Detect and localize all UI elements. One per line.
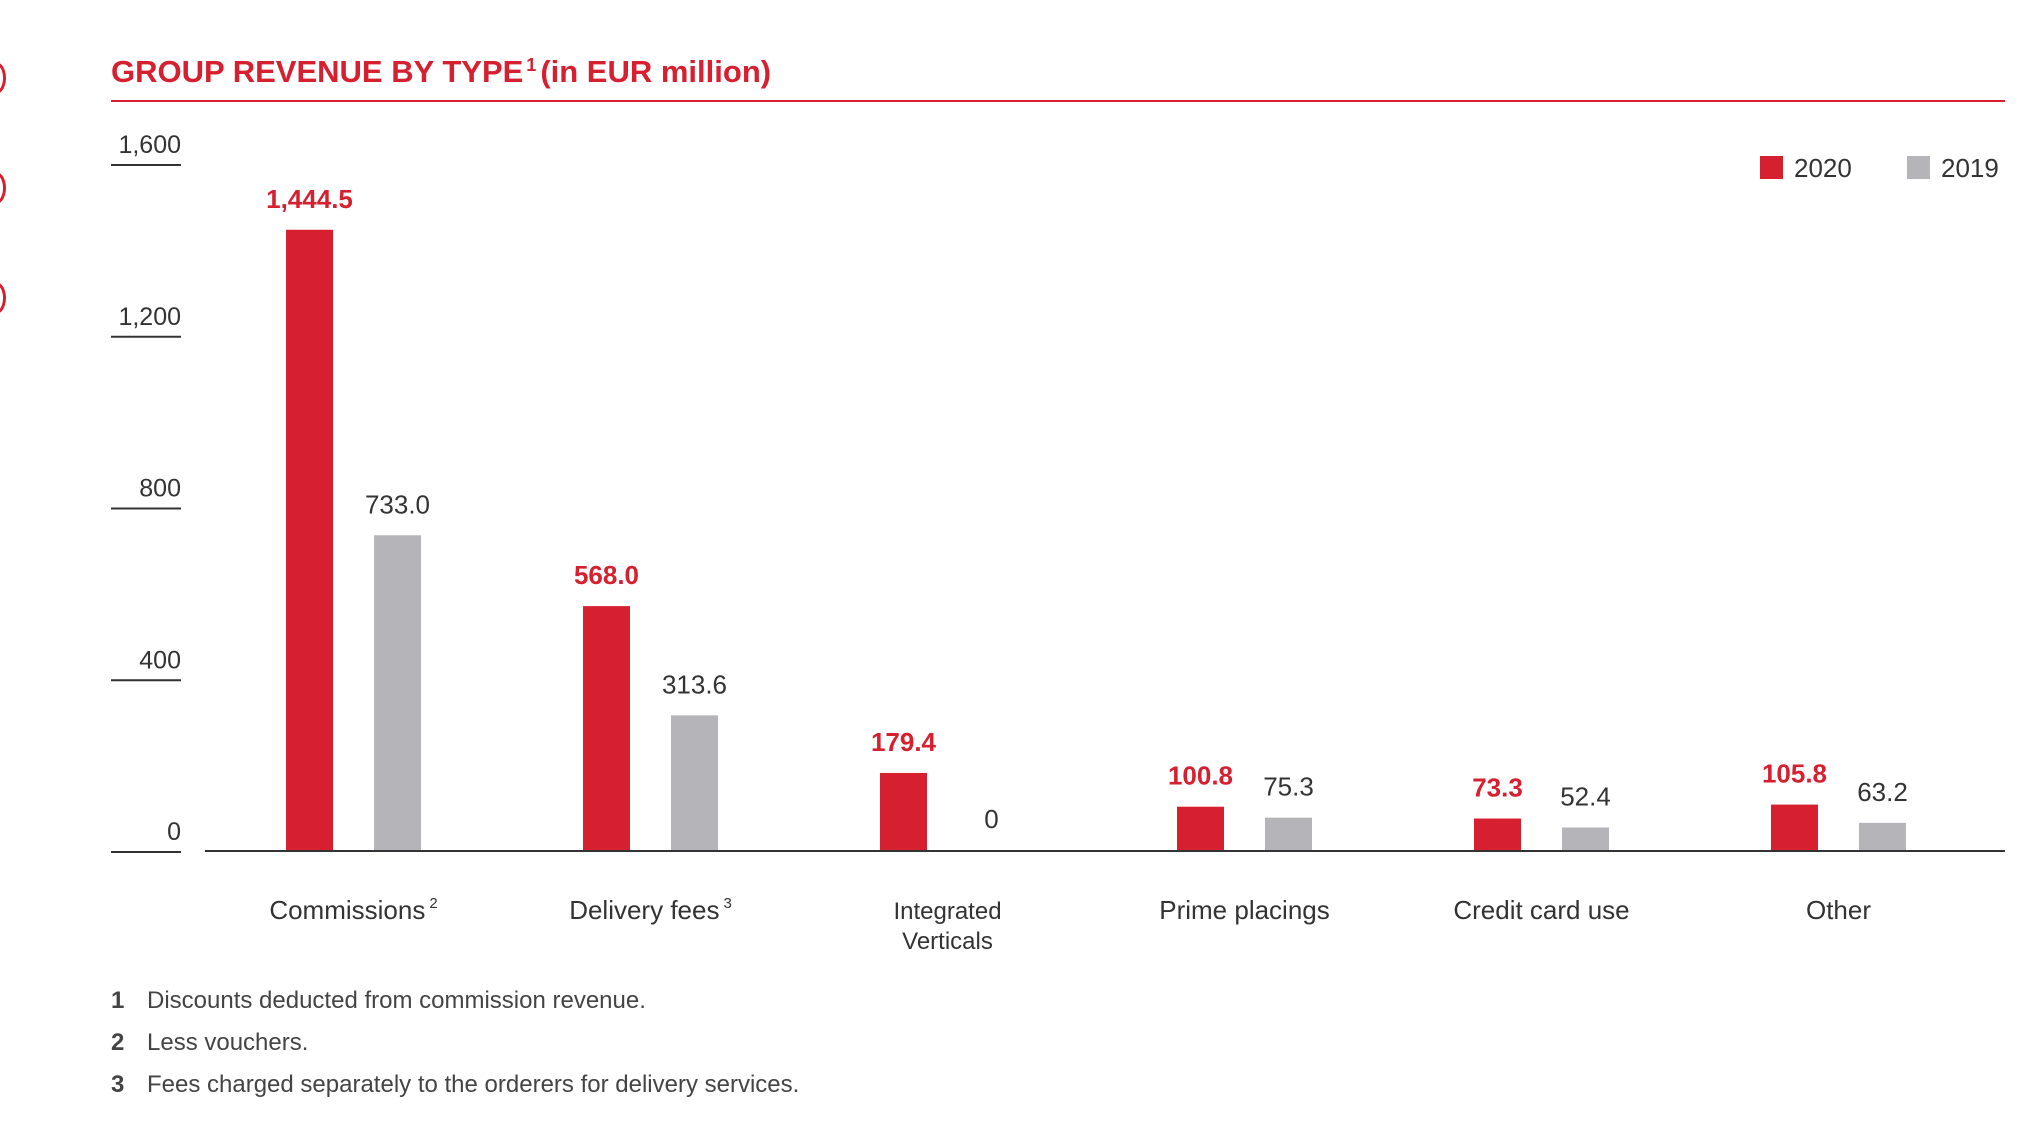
chart-title: GROUP REVENUE BY TYPE 1 (in EUR million) — [111, 54, 771, 90]
bar-2019 — [1562, 827, 1609, 850]
bar-2019 — [1859, 822, 1906, 850]
x-category-label: Other — [1806, 895, 1871, 925]
data-label-2020: 100.8 — [1168, 761, 1233, 791]
bar-chart: 0 400 800 1,200 1,600 1,444.5 733.0 Commissions… — [111, 131, 2005, 955]
x-category-label: Commissions 2 — [269, 895, 437, 925]
data-label-2019: 313.6 — [662, 669, 727, 699]
legend-swatch-2019 — [1907, 156, 1930, 179]
data-label-2019: 63.2 — [1857, 777, 1908, 807]
legend-swatch-2020 — [1760, 156, 1783, 179]
x-category-label: Prime placings — [1159, 895, 1330, 925]
data-label-2020: 105.8 — [1762, 759, 1827, 789]
bar-2020 — [880, 772, 927, 850]
bar-2019 — [374, 535, 421, 850]
bar-2019 — [1265, 817, 1312, 850]
footnote-2: 2 Less vouchers. — [111, 1026, 799, 1068]
chart-title-unit: (in EUR million) — [540, 54, 772, 89]
chart-title-main: GROUP REVENUE BY TYPE — [111, 54, 524, 89]
y-tick-label: 400 — [139, 646, 181, 674]
bar-2020 — [1771, 804, 1818, 850]
bar-2020 — [1474, 818, 1521, 850]
footnote-1: 1 Discounts deducted from commission reve… — [111, 984, 799, 1026]
footnote-number: 2 — [111, 1029, 125, 1056]
data-label-2019: 52.4 — [1560, 782, 1611, 812]
footnote-text: Less vouchers. — [147, 1029, 309, 1056]
x-category-label: Verticals — [902, 928, 993, 955]
data-label-2019: 733.0 — [365, 489, 430, 519]
data-label-2020: 73.3 — [1472, 773, 1523, 803]
data-label-2020: 1,444.5 — [266, 184, 353, 214]
data-label-2020: 179.4 — [871, 727, 937, 757]
y-tick-label: 800 — [139, 475, 181, 503]
footnote-number: 1 — [111, 987, 125, 1014]
footnote-text: Fees charged separately to the orderers … — [147, 1071, 800, 1098]
data-label-2019: 75.3 — [1263, 772, 1314, 802]
y-tick-label: 0 — [167, 818, 181, 846]
bar-2019 — [671, 715, 718, 850]
footnote-number: 3 — [111, 1071, 125, 1098]
category-footnote-ref: 3 — [723, 895, 731, 912]
data-label-2020: 568.0 — [574, 560, 639, 590]
bar-2020 — [1177, 806, 1224, 850]
footnote-3: 3 Fees charged separately to the orderers… — [111, 1068, 799, 1110]
legend-label-2020: 2020 — [1794, 153, 1852, 183]
legend-label-2019: 2019 — [1941, 153, 1999, 183]
footnotes: 1 Discounts deducted from commission reve… — [111, 984, 799, 1110]
bar-2020 — [286, 229, 333, 850]
x-category-label: Credit card use — [1453, 895, 1629, 925]
data-label-2019: 0 — [984, 804, 998, 834]
x-category-label: Integrated — [893, 898, 1001, 925]
y-tick-label: 1,200 — [118, 303, 181, 331]
x-category-label: Delivery fees 3 — [569, 895, 732, 925]
chart-title-row: GROUP REVENUE BY TYPE 1 (in EUR million) — [111, 50, 2005, 102]
category-footnote-ref: 2 — [429, 895, 437, 912]
footnote-text: Discounts deducted from commission reven… — [147, 987, 646, 1014]
bar-2020 — [583, 606, 630, 850]
chart-title-footnote-ref: 1 — [526, 54, 537, 75]
y-tick-label: 1,600 — [118, 131, 181, 159]
